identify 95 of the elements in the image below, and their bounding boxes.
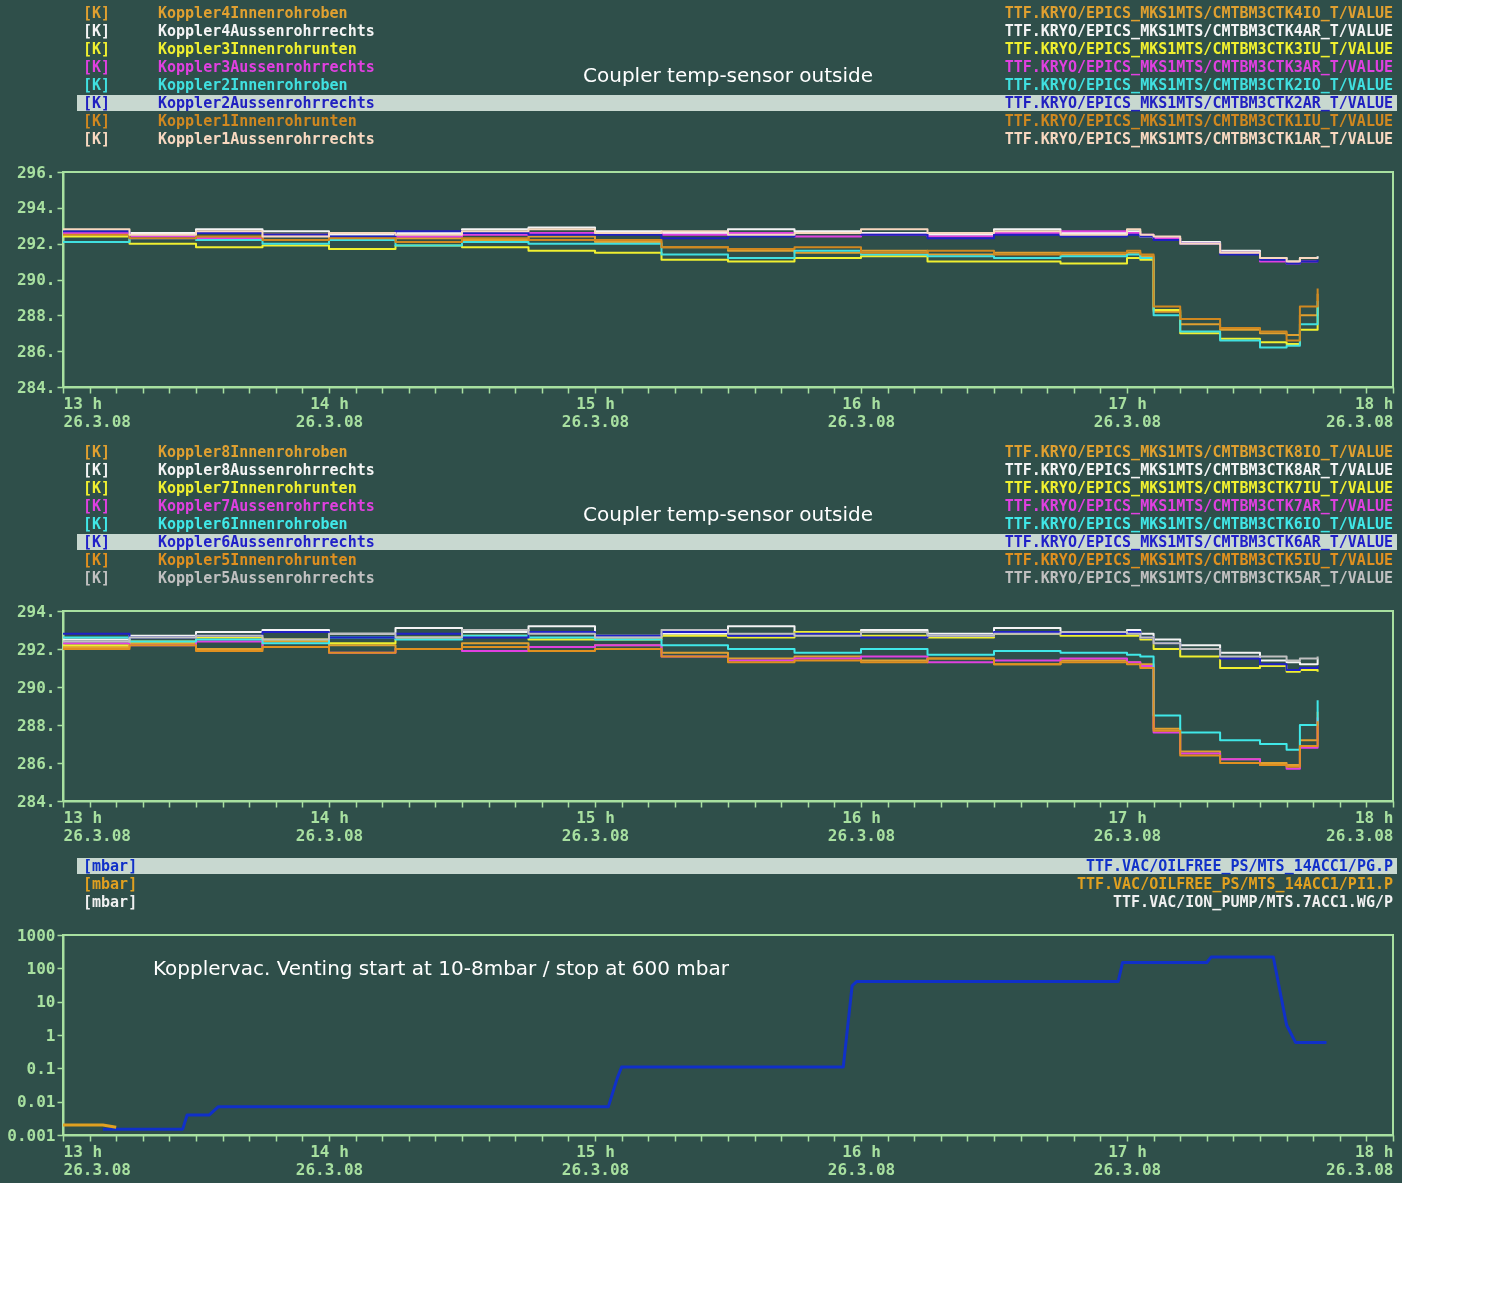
- y-tick-label: 290.: [16, 270, 56, 289]
- x-tick-label: 16 h 26.3.08: [827, 393, 896, 431]
- y-tick-label: 1: [45, 1025, 56, 1045]
- x-tick-label: 17 h 26.3.08: [1093, 1141, 1162, 1179]
- y-tick-label: 1000: [16, 925, 56, 945]
- y-tick-label: 284.: [16, 791, 56, 811]
- y-tick-label: 290.: [16, 677, 56, 697]
- chart-title: Coupler temp-sensor outside: [583, 502, 873, 526]
- text: TTF.KRYO/EPICS_MKS1MTS/CMTBM3CTK2IO_T/VALUE: [1004, 76, 1393, 94]
- text: [K]: [83, 479, 111, 497]
- x-tick-label: 15 h 26.3.08: [561, 1141, 630, 1179]
- text: Koppler3Innenrohrunten: [158, 40, 357, 58]
- text: TTF.VAC/OILFREE_PS/MTS_14ACC1/PG.P: [1085, 857, 1393, 875]
- text: TTF.KRYO/EPICS_MKS1MTS/CMTBM3CTK6IO_T/VALUE: [1004, 515, 1393, 533]
- x-tick-label: 18 h 26.3.08: [1326, 807, 1394, 845]
- x-tick-label: 13 h 26.3.08: [63, 807, 131, 845]
- text: Koppler4Innenrohroben: [158, 4, 348, 22]
- x-tick-label: 18 h 26.3.08: [1326, 1141, 1394, 1179]
- text: [mbar]: [83, 857, 138, 875]
- text: Koppler6Innenrohroben: [158, 515, 348, 533]
- text: Koppler7Aussenrohrrechts: [158, 497, 375, 515]
- text: Koppler2Innenrohroben: [158, 76, 348, 94]
- x-tick-label: 18 h 26.3.08: [1326, 393, 1394, 431]
- text: TTF.VAC/OILFREE_PS/MTS_14ACC1/PI1.P: [1076, 875, 1393, 893]
- x-tick-label: 17 h 26.3.08: [1093, 393, 1162, 431]
- text: Koppler4Aussenrohrrechts: [158, 22, 375, 40]
- text: [K]: [83, 515, 111, 533]
- text: TTF.KRYO/EPICS_MKS1MTS/CMTBM3CTK5IU_T/VALUE: [1004, 551, 1393, 569]
- text: TTF.KRYO/EPICS_MKS1MTS/CMTBM3CTK2AR_T/VALUE: [1004, 94, 1393, 112]
- y-axis-title: [K]: [83, 130, 111, 148]
- x-tick-label: 14 h 26.3.08: [295, 807, 364, 845]
- y-axis-title: [mbar]: [83, 893, 138, 911]
- y-tick-label: 0.001: [7, 1125, 56, 1145]
- y-tick-label: 284.: [16, 377, 56, 397]
- text: Koppler5Innenrohrunten: [158, 551, 357, 569]
- x-tick-label: 14 h 26.3.08: [295, 393, 364, 431]
- text: Koppler1Aussenrohrrechts: [158, 130, 375, 148]
- text: Koppler5Aussenrohrrechts: [158, 569, 375, 587]
- text: TTF.KRYO/EPICS_MKS1MTS/CMTBM3CTK8IO_T/VALUE: [1004, 443, 1393, 461]
- text: TTF.KRYO/EPICS_MKS1MTS/CMTBM3CTK7AR_T/VALUE: [1004, 497, 1393, 515]
- text: Kopplervac. Venting start at 10-8mbar / stop at 600 mbar: [153, 956, 730, 980]
- text: Koppler8Aussenrohrrechts: [158, 461, 375, 479]
- x-tick-label: 15 h 26.3.08: [561, 807, 630, 845]
- x-tick-label: 13 h 26.3.08: [63, 393, 131, 431]
- y-axis-title: [K]: [83, 569, 111, 587]
- text: Koppler1Innenrohrunten: [158, 112, 357, 130]
- y-tick-label: 292.: [16, 639, 56, 659]
- text: [K]: [83, 4, 111, 22]
- text: TTF.KRYO/EPICS_MKS1MTS/CMTBM3CTK1AR_T/VALUE: [1004, 130, 1393, 148]
- text: [K]: [83, 533, 111, 551]
- text: TTF.KRYO/EPICS_MKS1MTS/CMTBM3CTK4AR_T/VALUE: [1004, 22, 1393, 40]
- text: Koppler2Aussenrohrrechts: [158, 94, 375, 112]
- y-tick-label: 288.: [16, 715, 56, 735]
- text: TTF.KRYO/EPICS_MKS1MTS/CMTBM3CTK8AR_T/VALUE: [1004, 461, 1393, 479]
- y-tick-label: 10: [36, 992, 56, 1012]
- y-tick-label: 288.: [16, 305, 56, 325]
- text: TTF.KRYO/EPICS_MKS1MTS/CMTBM3CTK7IU_T/VALUE: [1004, 479, 1393, 497]
- text: TTF.KRYO/EPICS_MKS1MTS/CMTBM3CTK3IU_T/VALUE: [1004, 40, 1393, 58]
- text: [K]: [83, 40, 111, 58]
- text: [K]: [83, 112, 111, 130]
- text: [K]: [83, 58, 111, 76]
- x-tick-label: 15 h 26.3.08: [561, 393, 630, 431]
- chart-title: Coupler temp-sensor outside: [583, 63, 873, 87]
- text: [K]: [83, 94, 111, 112]
- y-tick-label: 286.: [16, 753, 56, 773]
- text: TTF.VAC/ION_PUMP/MTS.7ACC1.WG/P: [1113, 893, 1393, 911]
- text: TTF.KRYO/EPICS_MKS1MTS/CMTBM3CTK5AR_T/VALUE: [1004, 569, 1393, 587]
- text: TTF.KRYO/EPICS_MKS1MTS/CMTBM3CTK3AR_T/VALUE: [1004, 58, 1393, 76]
- text: Koppler8Innenrohroben: [158, 443, 348, 461]
- x-tick-label: 16 h 26.3.08: [827, 807, 896, 845]
- y-tick-label: 294.: [16, 198, 56, 218]
- y-tick-label: 286.: [16, 341, 56, 361]
- y-tick-label: 292.: [16, 234, 56, 254]
- text: Koppler3Aussenrohrrechts: [158, 58, 375, 76]
- y-tick-label: 100: [26, 958, 56, 978]
- text: [mbar]: [83, 875, 138, 893]
- text: TTF.KRYO/EPICS_MKS1MTS/CMTBM3CTK6AR_T/VALUE: [1004, 533, 1393, 551]
- y-tick-label: 296.: [16, 162, 56, 182]
- text: Koppler6Aussenrohrrechts: [158, 533, 375, 551]
- text: [K]: [83, 443, 111, 461]
- text: [K]: [83, 461, 111, 479]
- text: TTF.KRYO/EPICS_MKS1MTS/CMTBM3CTK4IO_T/VALUE: [1004, 4, 1393, 22]
- text: [K]: [83, 76, 111, 94]
- text: [K]: [83, 497, 111, 515]
- y-tick-label: 294.: [16, 601, 56, 621]
- x-tick-label: 14 h 26.3.08: [295, 1141, 364, 1179]
- y-tick-label: 0.1: [26, 1058, 56, 1078]
- x-tick-label: 13 h 26.3.08: [63, 1141, 131, 1179]
- text: [K]: [83, 551, 111, 569]
- text: TTF.KRYO/EPICS_MKS1MTS/CMTBM3CTK1IU_T/VALUE: [1004, 112, 1393, 130]
- x-tick-label: 17 h 26.3.08: [1093, 807, 1162, 845]
- text: Koppler7Innenrohrunten: [158, 479, 357, 497]
- text: [K]: [83, 22, 111, 40]
- x-tick-label: 16 h 26.3.08: [827, 1141, 896, 1179]
- y-tick-label: 0.01: [16, 1092, 56, 1112]
